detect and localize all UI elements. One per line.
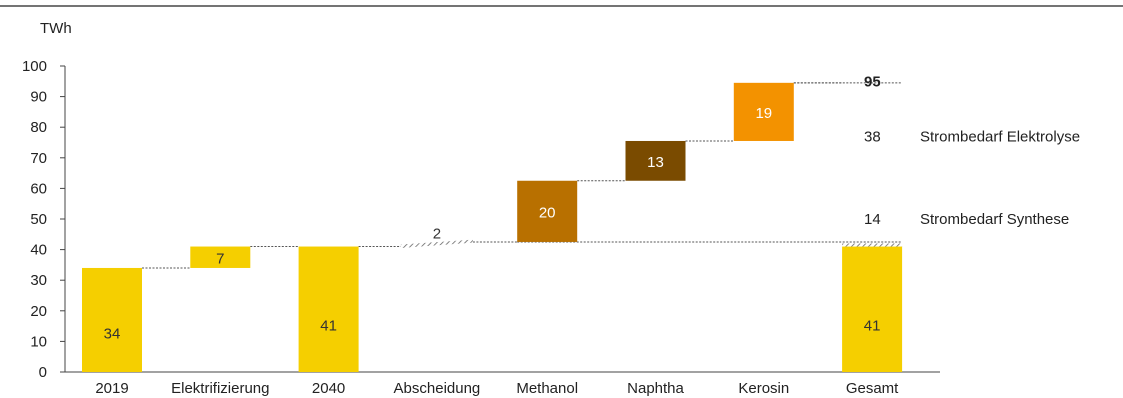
y-tick-label: 30 <box>30 272 47 289</box>
value-label: 34 <box>104 325 121 342</box>
value-label: 13 <box>647 154 664 171</box>
category-label: Methanol <box>516 380 578 397</box>
category-label: Kerosin <box>738 380 789 397</box>
y-tick-label: 60 <box>30 180 47 197</box>
category-label: Abscheidung <box>394 380 481 397</box>
bar-naphtha <box>625 140 686 181</box>
side-annotation-text: Strombedarf Synthese <box>920 211 1069 228</box>
y-tick-label: 40 <box>30 242 47 259</box>
bar-abscheidung <box>400 239 473 249</box>
value-label: 7 <box>216 250 224 267</box>
category-label: Naphtha <box>627 380 684 397</box>
category-label: 2019 <box>95 380 128 397</box>
y-tick-label: 80 <box>30 119 47 136</box>
connector-lines <box>142 82 903 269</box>
bar-elektrifizierung <box>190 246 251 268</box>
bars <box>82 82 903 372</box>
side-annotation-value: 95 <box>864 73 881 90</box>
y-axis-unit-label: TWh <box>40 20 72 37</box>
side-annotations: 95 38 Strombedarf Elektrolyse 14 Strombedarf… <box>864 73 1080 228</box>
bar-kerosin <box>733 82 794 141</box>
y-tick-label: 20 <box>30 303 47 320</box>
value-label: 20 <box>539 204 556 221</box>
bar-2040 <box>298 246 359 372</box>
category-label: 2040 <box>312 380 345 397</box>
value-label: 41 <box>320 317 337 334</box>
value-label: 2 <box>433 225 441 242</box>
bar-2019 <box>82 267 142 372</box>
value-labels: 34 7 41 2 20 13 19 41 <box>104 105 881 343</box>
y-axis: 0 10 20 30 40 50 60 70 80 90 100 <box>22 58 940 381</box>
bar-methanol <box>517 180 578 242</box>
category-label: Gesamt <box>846 380 899 397</box>
side-annotation-text: Strombedarf Elektrolyse <box>920 128 1080 145</box>
y-tick-label: 50 <box>30 211 47 228</box>
y-tick-label: 10 <box>30 333 47 350</box>
side-annotation-value: 38 <box>864 128 881 145</box>
bar-gesamt <box>842 246 903 372</box>
y-tick-label: 0 <box>39 364 47 381</box>
category-labels: 2019 Elektrifizierung 2040 Abscheidung Metha… <box>95 380 899 397</box>
category-label: Elektrifizierung <box>171 380 269 397</box>
value-label: 19 <box>755 105 772 122</box>
y-tick-label: 70 <box>30 150 47 167</box>
y-tick-label: 100 <box>22 58 47 75</box>
y-tick-label: 90 <box>30 89 47 106</box>
side-annotation-value: 14 <box>864 211 881 228</box>
bar-hatch-top <box>842 243 903 247</box>
value-label: 41 <box>864 317 881 334</box>
